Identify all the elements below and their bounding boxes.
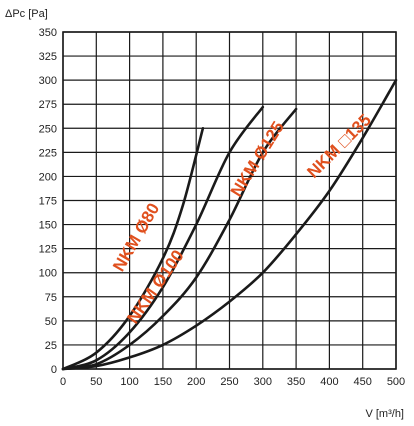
x-tick-label: 400	[320, 376, 338, 388]
series-line	[61, 107, 298, 371]
y-tick-label: 25	[45, 340, 57, 352]
series-line	[61, 78, 398, 371]
x-tick-label: 250	[220, 376, 238, 388]
y-tick-label: 125	[39, 244, 57, 256]
y-tick-labels: 0 25 50 75 100 125 150 175 200 225 250 275 300 325 350	[39, 27, 57, 376]
y-tick-label: 250	[39, 123, 57, 135]
x-tick-label: 300	[254, 376, 272, 388]
x-axis-label: V [m³/h]	[365, 408, 404, 420]
y-tick-label: 0	[51, 364, 57, 376]
series-label: NKM □135	[303, 110, 374, 181]
x-tick-label: 500	[387, 376, 405, 388]
grid	[62, 31, 397, 370]
series-curves	[61, 78, 398, 371]
y-axis-label: ΔPc [Pa]	[5, 8, 48, 20]
series-line	[61, 105, 265, 371]
y-tick-label: 75	[45, 292, 57, 304]
y-tick-label: 175	[39, 196, 57, 208]
y-tick-label: 150	[39, 220, 57, 232]
y-tick-label: 50	[45, 316, 57, 328]
y-tick-label: 300	[39, 75, 57, 87]
x-tick-label: 0	[60, 376, 66, 388]
series-line	[61, 127, 205, 371]
y-tick-label: 325	[39, 51, 57, 63]
x-tick-label: 450	[354, 376, 372, 388]
series-label: NKM Ø80	[109, 200, 163, 275]
y-tick-label: 275	[39, 99, 57, 111]
x-tick-label: 100	[120, 376, 138, 388]
x-tick-label: 350	[287, 376, 305, 388]
y-tick-label: 350	[39, 27, 57, 39]
x-tick-labels: 0 50 100 150 200 250 300 350 400 450 500	[60, 376, 405, 388]
y-tick-label: 200	[39, 171, 57, 183]
series-label: NKM Ø125	[227, 118, 288, 200]
plot-frame	[62, 31, 397, 370]
x-tick-label: 50	[90, 376, 102, 388]
x-tick-label: 150	[154, 376, 172, 388]
x-tick-label: 200	[187, 376, 205, 388]
y-tick-label: 225	[39, 147, 57, 159]
y-tick-label: 100	[39, 268, 57, 280]
